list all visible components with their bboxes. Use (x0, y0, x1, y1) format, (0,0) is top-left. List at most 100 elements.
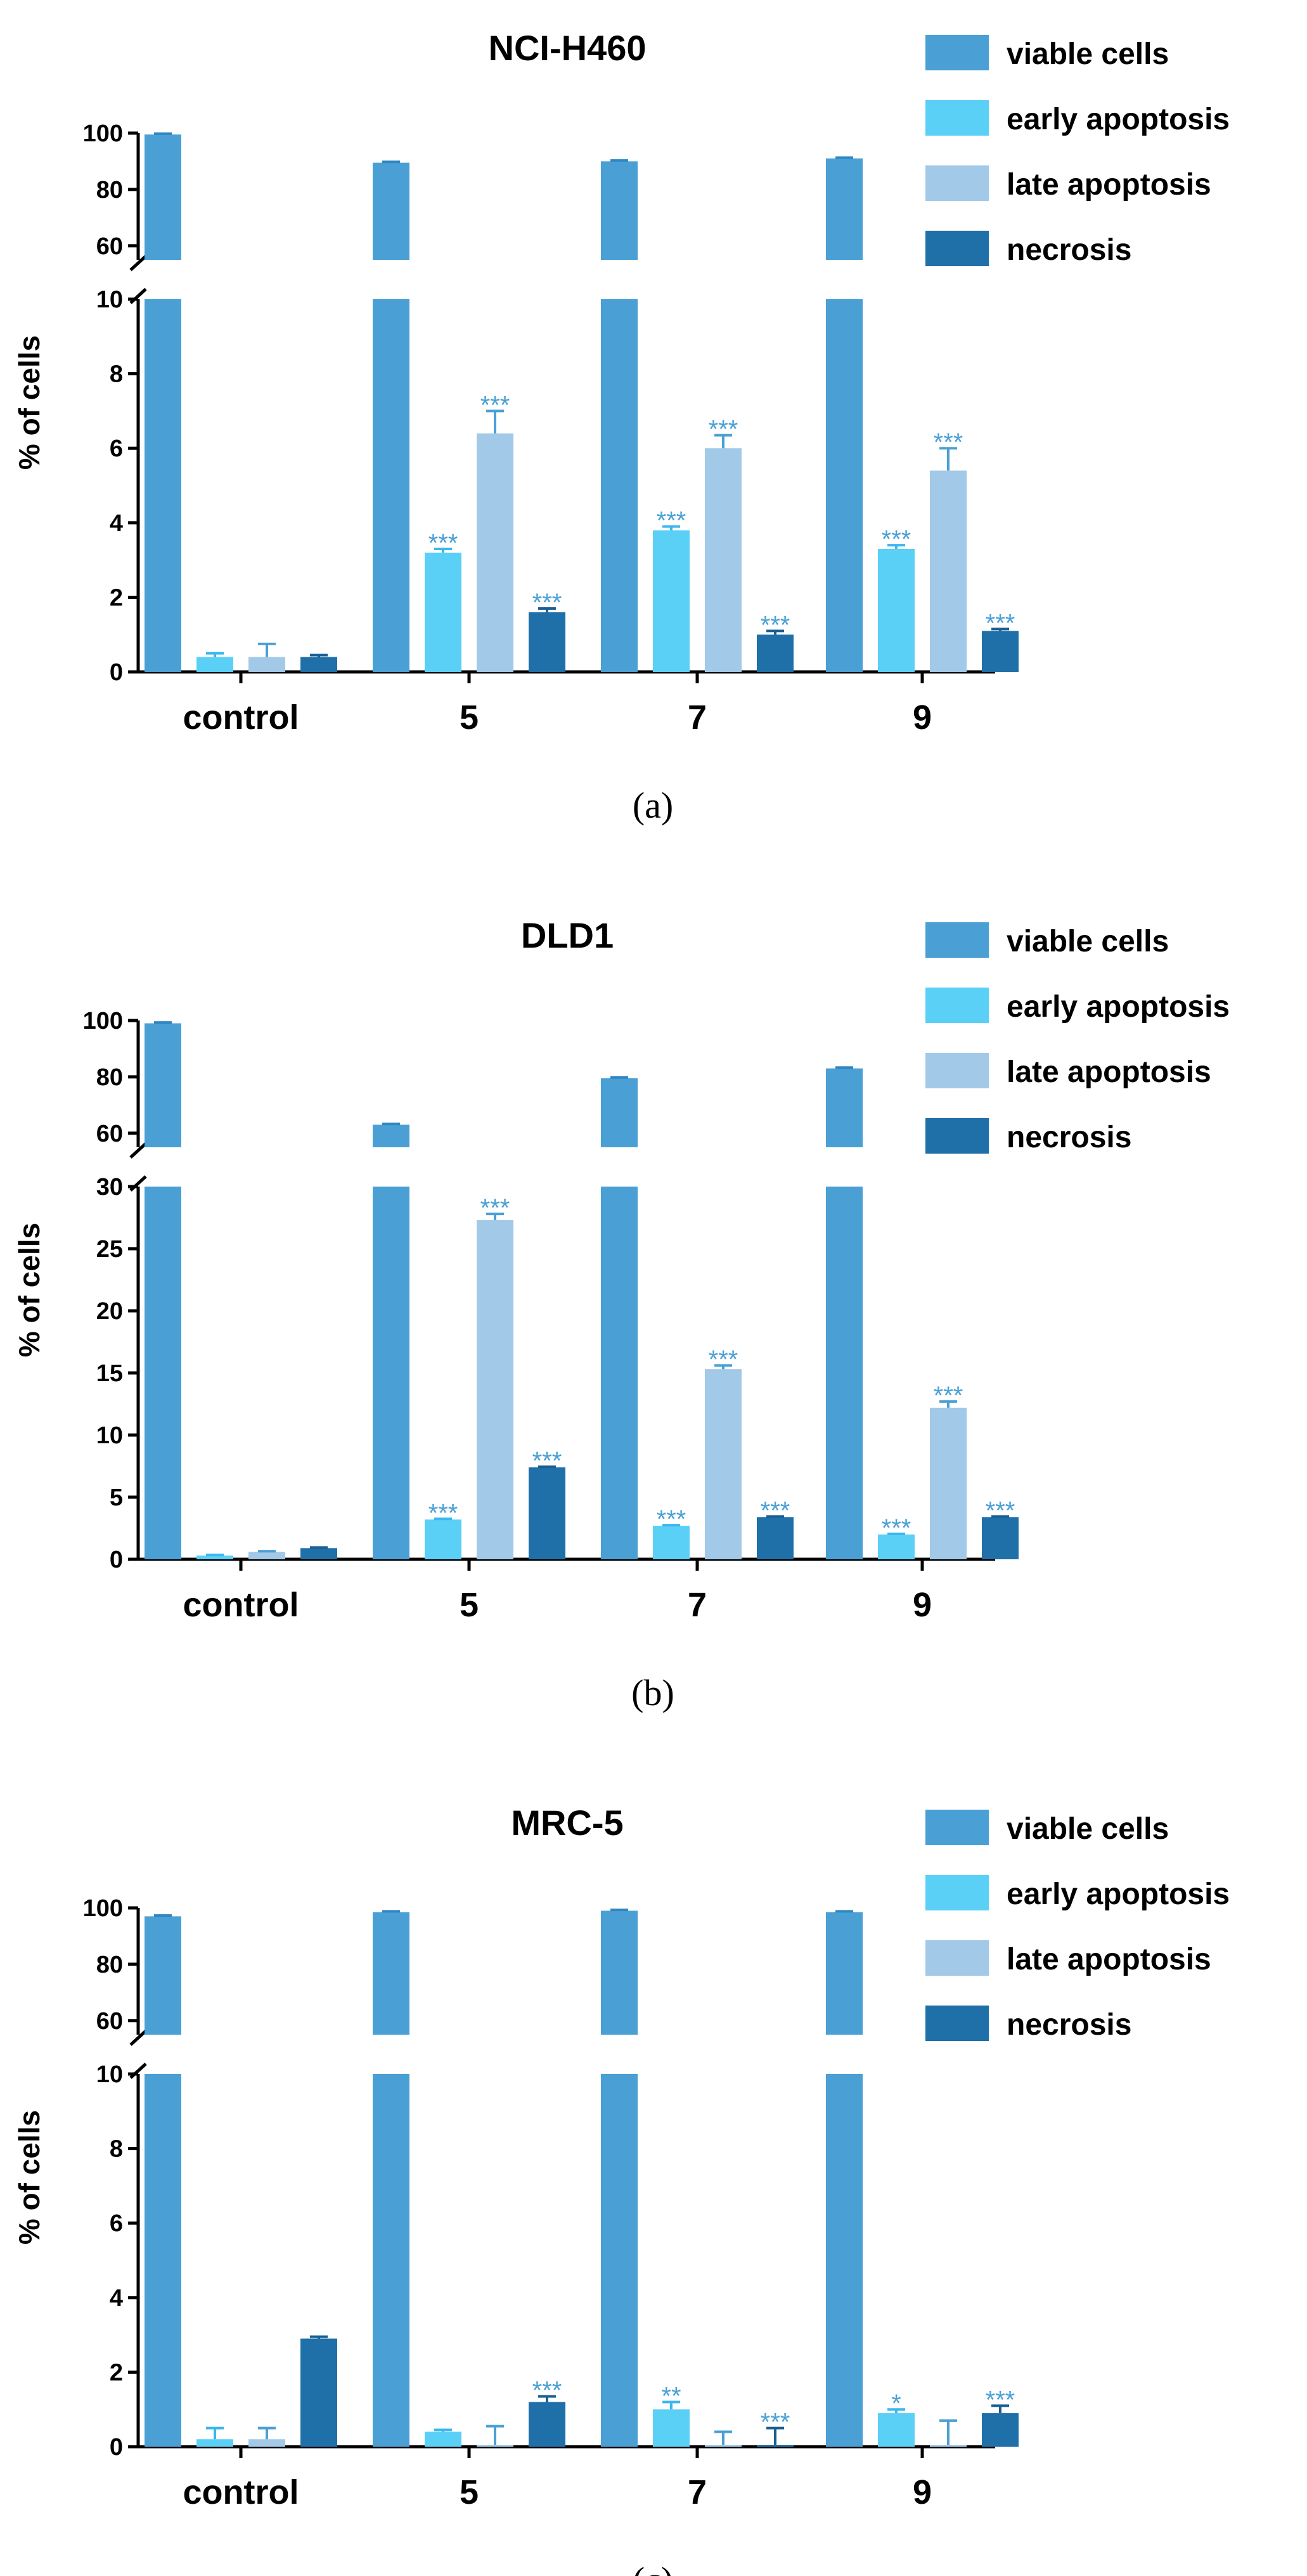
bar (826, 1912, 863, 2035)
bar (145, 299, 181, 672)
bar (878, 2413, 915, 2447)
bar (145, 134, 181, 260)
chart-title: MRC-5 (511, 1803, 623, 1843)
legend-label: viable cells (1007, 925, 1169, 958)
significance-label: *** (657, 1505, 686, 1533)
bar (196, 657, 233, 672)
legend-label: necrosis (1007, 1121, 1131, 1154)
legend-swatch (925, 1875, 989, 1910)
bar (705, 2445, 742, 2447)
legend-swatch (925, 988, 989, 1023)
significance-label: *** (480, 1194, 510, 1222)
legend-swatch (925, 1810, 989, 1845)
y-tick-label: 6 (110, 435, 123, 462)
legend-label: late apoptosis (1007, 1055, 1211, 1089)
bar (196, 2439, 233, 2447)
y-axis-label: % of cells (13, 2110, 46, 2244)
significance-label: *** (480, 391, 510, 419)
legend-swatch (925, 35, 989, 70)
bar (248, 657, 285, 672)
bar (757, 2445, 794, 2447)
legend-swatch (925, 922, 989, 958)
y-tick-label: 25 (96, 1236, 123, 1263)
legend-label: early apoptosis (1007, 103, 1230, 136)
axis-break-mark (129, 255, 147, 271)
panel-caption: (a) (633, 785, 673, 826)
bar (601, 299, 638, 672)
bar (248, 2439, 285, 2447)
y-tick-label: 5 (110, 1484, 123, 1511)
bar (878, 548, 915, 672)
significance-label: *** (532, 589, 562, 617)
bar (826, 1068, 863, 1147)
bar (601, 1187, 638, 1559)
bar (653, 2409, 690, 2447)
bar (601, 1078, 638, 1147)
y-tick-label: 6 (110, 2210, 123, 2237)
significance-label: *** (709, 1346, 738, 1374)
significance-label: *** (657, 507, 686, 535)
bar (477, 433, 513, 672)
significance-label: *** (882, 1514, 911, 1542)
x-tick-label: 9 (913, 699, 932, 737)
significance-label: *** (934, 1382, 963, 1410)
x-tick-label: 7 (688, 2473, 707, 2511)
x-tick-label: 5 (460, 2473, 479, 2511)
chart-title: NCI-H460 (489, 28, 647, 68)
chart-panel: MRC-5 % of cells 60 80 100 0 2 4 6 8 10 control 5 7 9 *… (13, 1803, 1230, 2576)
y-tick-label: 60 (96, 1121, 123, 1147)
bar (705, 448, 742, 672)
x-tick-label: 5 (460, 699, 479, 737)
significance-label: *** (986, 609, 1015, 637)
chart-panel: DLD1 % of cells 60 80 100 0 5 10 15 20 25 30 control… (13, 915, 1230, 1713)
significance-label: *** (428, 1499, 458, 1527)
bar (477, 2445, 513, 2447)
chart-panel: NCI-H460 % of cells 60 80 100 0 2 4 6 8 10 control 5… (13, 28, 1230, 826)
bar (477, 1220, 513, 1559)
bar (373, 2074, 409, 2447)
legend-swatch (925, 1118, 989, 1154)
bar (982, 631, 1019, 672)
significance-label: *** (986, 2386, 1015, 2414)
significance-label: *** (761, 1497, 790, 1524)
y-tick-label: 80 (96, 1064, 123, 1091)
significance-label: *** (532, 1447, 562, 1475)
significance-label: *** (882, 525, 911, 553)
bar (145, 1187, 181, 1559)
bar (373, 1912, 409, 2035)
bar (425, 2431, 461, 2447)
significance-label: *** (761, 611, 790, 639)
y-tick-label: 10 (96, 287, 123, 313)
bar (145, 1023, 181, 1147)
axis-break-mark (129, 1142, 147, 1159)
bar (425, 552, 461, 672)
y-tick-label: 8 (110, 2136, 123, 2163)
bar (373, 1124, 409, 1147)
y-axis-label: % of cells (13, 1223, 46, 1357)
significance-label: *** (761, 2409, 790, 2437)
significance-label: *** (934, 428, 963, 456)
bar (601, 2074, 638, 2447)
bar (826, 158, 863, 260)
legend-swatch (925, 1940, 989, 1976)
bar (930, 2445, 967, 2447)
bar (757, 1517, 794, 1559)
legend-label: early apoptosis (1007, 1877, 1230, 1911)
y-tick-label: 100 (83, 120, 123, 147)
bar (373, 1187, 409, 1559)
bar (826, 299, 863, 672)
bar (601, 161, 638, 260)
significance-label: * (891, 2390, 901, 2418)
significance-label: *** (532, 2377, 562, 2405)
panel-caption: (c) (633, 2560, 673, 2576)
bar (373, 162, 409, 260)
bar (196, 1555, 233, 1559)
bar (145, 2074, 181, 2447)
legend-label: early apoptosis (1007, 990, 1230, 1024)
bar (930, 470, 967, 672)
bar (878, 1534, 915, 1559)
legend-label: viable cells (1007, 37, 1169, 71)
bar (982, 1517, 1019, 1559)
bar (425, 1519, 461, 1559)
x-tick-label: 5 (460, 1586, 479, 1624)
